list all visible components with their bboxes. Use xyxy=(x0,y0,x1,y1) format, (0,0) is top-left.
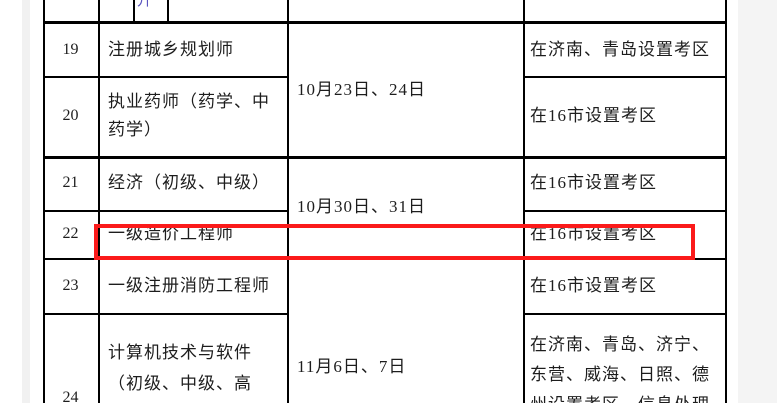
table-border-toprow-sub2 xyxy=(167,0,169,23)
exam-name-23: 一级注册消防工程师 xyxy=(108,275,270,295)
clipped-row-above: 升 xyxy=(137,0,159,8)
table-border-r23-r24-right xyxy=(523,313,727,315)
row-number-22: 22 xyxy=(62,225,79,242)
table-border-r20-r21 xyxy=(43,156,727,159)
right-gutter-strip xyxy=(738,0,777,403)
table-border-col1-col2 xyxy=(98,0,100,403)
exam-name-24: 计算机技术与软件（初级、中级、高 xyxy=(108,343,252,393)
location-22: 在16市设置考区 xyxy=(530,224,657,243)
table-border-toprow-sub1 xyxy=(133,0,135,23)
table-border-r19-r20-right xyxy=(523,76,727,78)
row-number-24: 24 xyxy=(62,389,79,403)
table-border-r19-r20-left xyxy=(43,76,289,78)
location-21: 在16市设置考区 xyxy=(530,173,657,192)
row-number-23: 23 xyxy=(62,276,79,294)
table-border-r23-r24-left xyxy=(43,313,289,315)
row-number-20: 20 xyxy=(62,107,79,124)
highlight-box-row-22 xyxy=(94,224,695,260)
location-23: 在16市设置考区 xyxy=(530,275,657,295)
table-border-left xyxy=(43,0,45,403)
clipped-glyph: 升 xyxy=(137,0,153,8)
location-24: 在济南、青岛、济宁、东营、威海、日照、德州设置考区，信息处理 xyxy=(530,335,710,403)
row-number-21: 21 xyxy=(62,174,79,191)
date-rows-21-22: 10月30日、31日 xyxy=(297,197,426,216)
table-border-col2-col3 xyxy=(287,0,289,403)
exam-name-20: 执业药师（药学、中药学） xyxy=(108,92,270,139)
exam-name-21: 经济（初级、中级） xyxy=(108,173,270,192)
left-gutter-strip xyxy=(22,0,30,403)
location-19: 在济南、青岛设置考区 xyxy=(530,39,710,59)
date-rows-19-20: 10月23日、24日 xyxy=(297,79,426,99)
table-border-top-row19 xyxy=(43,21,727,24)
exam-name-19: 注册城乡规划师 xyxy=(108,39,234,59)
row-number-19: 19 xyxy=(62,40,79,58)
table-border-r21-r22-left xyxy=(43,210,289,212)
date-rows-23-24: 11月6日、7日 xyxy=(297,357,407,376)
table-border-col3-col4 xyxy=(523,0,525,403)
location-20: 在16市设置考区 xyxy=(530,106,657,125)
table-border-r21-r22-right xyxy=(523,210,727,212)
exam-name-22: 一级造价工程师 xyxy=(108,224,234,243)
table-border-right xyxy=(725,0,727,403)
